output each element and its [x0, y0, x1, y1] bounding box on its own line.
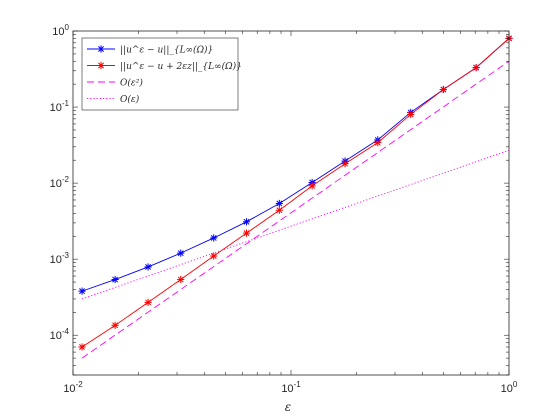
series-0-point-5 — [242, 218, 251, 226]
x-axis-label: ε — [285, 400, 291, 414]
legend: ||u^ε − u||_{L∞(Ω)} ||u^ε − u + 2εz||_{L∞… — [81, 37, 242, 111]
y-tick-label-4: 100 — [52, 23, 69, 38]
series-1-point-3 — [177, 275, 185, 284]
series-0-point-0 — [78, 287, 86, 295]
series-1-point-12 — [472, 64, 480, 72]
series-1-point-6 — [275, 206, 283, 214]
y-tick-label-1: 10-3 — [50, 251, 70, 266]
series-1-point-11 — [439, 85, 447, 94]
series-0-point-2 — [144, 263, 152, 271]
tick-labels: 10-2 10-1 100 10-4 10-3 10-2 10-1 100 — [50, 23, 518, 395]
legend-marker-1 — [97, 61, 105, 70]
series-1-point-10 — [407, 110, 415, 119]
y-tick-label-3: 10-1 — [50, 99, 70, 114]
x-tick-label-1: 10-1 — [281, 380, 301, 395]
series-0-point-3 — [177, 249, 185, 257]
series-1-point-9 — [374, 139, 382, 147]
series-1-point-1 — [111, 321, 119, 329]
legend-label-1: ||u^ε − u + 2εz||_{L∞(Ω)} — [120, 61, 242, 72]
legend-label-3: O(ε) — [120, 94, 140, 105]
series-layer — [78, 34, 513, 359]
legend-box — [81, 37, 239, 111]
series-1-point-8 — [341, 160, 349, 168]
series-1-point-2 — [144, 298, 152, 307]
tick-marks — [72, 30, 510, 376]
legend-marker-0 — [97, 45, 105, 53]
series-1-point-4 — [210, 252, 218, 260]
series-line-1 — [81, 38, 509, 348]
x-tick-label-2: 100 — [501, 380, 518, 395]
legend-label-2: O(ε²) — [120, 78, 143, 89]
series-0-point-6 — [275, 199, 283, 208]
y-tick-label-2: 10-2 — [50, 175, 70, 190]
series-0-point-4 — [210, 234, 218, 242]
legend-label-0: ||u^ε − u||_{L∞(Ω)} — [120, 45, 213, 56]
series-line-2 — [81, 60, 509, 359]
series-0-point-1 — [111, 275, 119, 284]
series-1-point-0 — [78, 343, 86, 351]
y-tick-label-0: 10-4 — [50, 327, 70, 342]
series-1-point-7 — [308, 182, 316, 190]
x-tick-label-0: 10-2 — [63, 380, 83, 395]
axes-layer — [72, 30, 510, 376]
series-1-point-5 — [242, 229, 251, 237]
